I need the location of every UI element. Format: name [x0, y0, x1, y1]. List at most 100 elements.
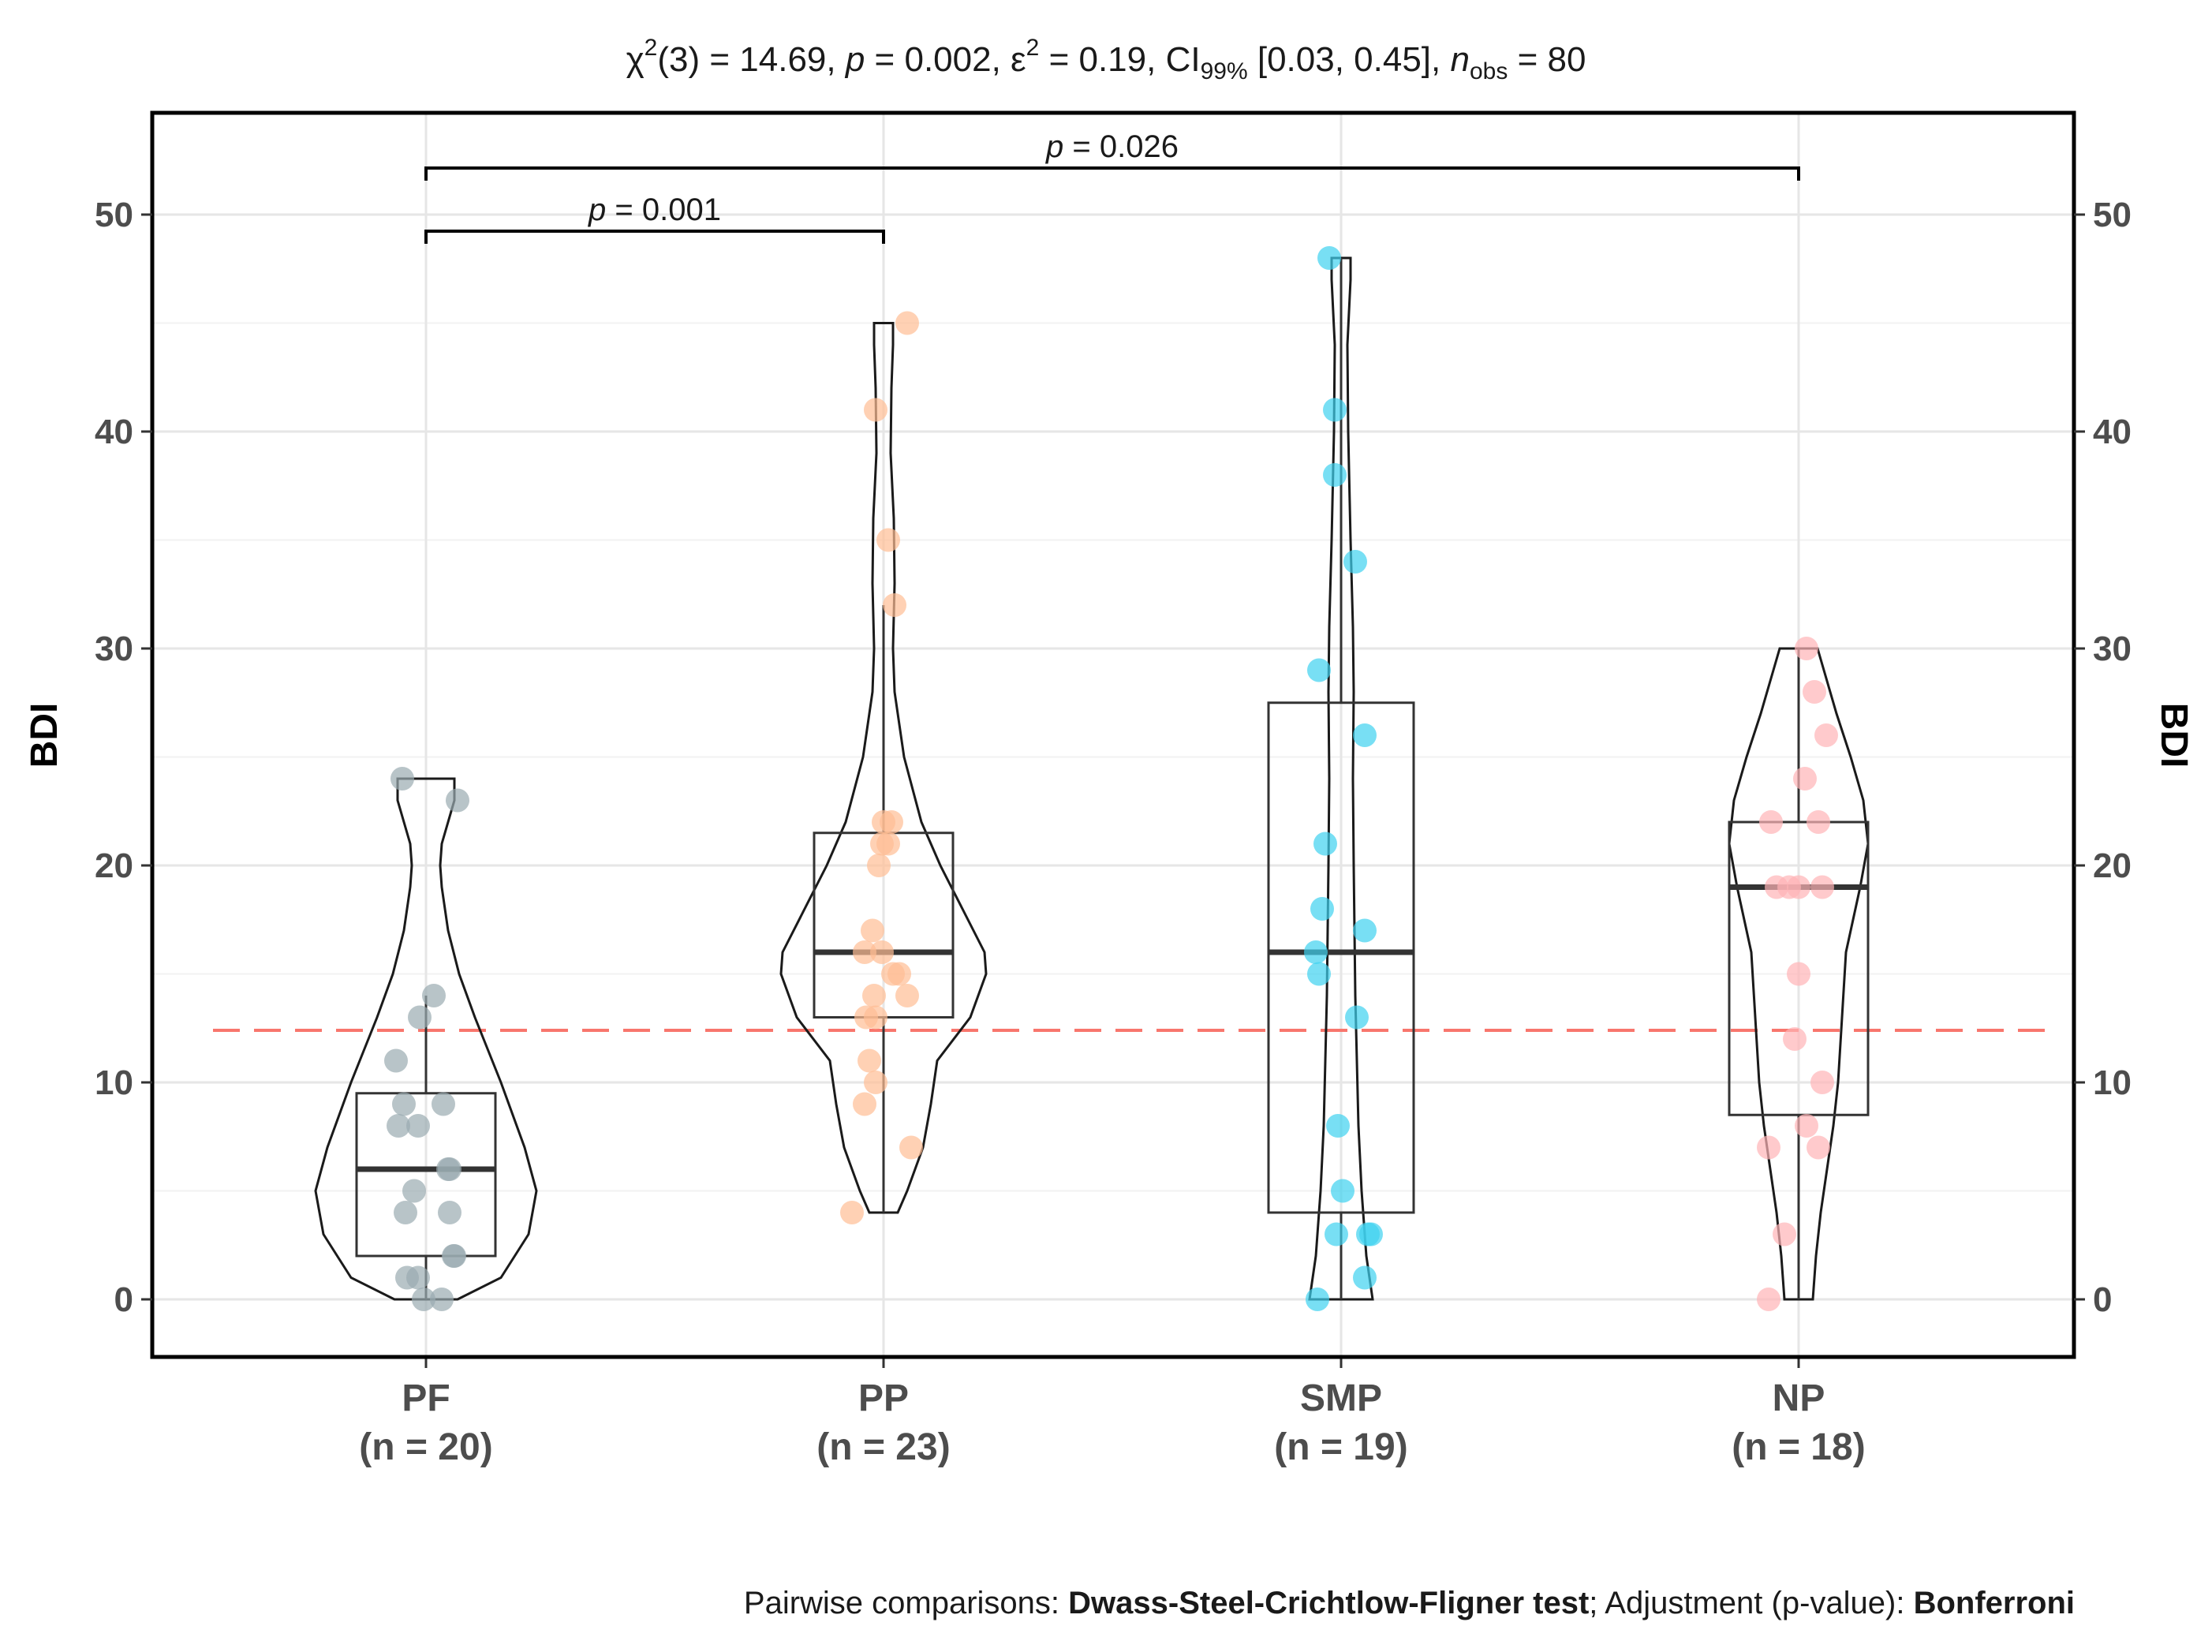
y-tick-label-right: 10	[2093, 1063, 2132, 1102]
data-point	[1331, 1179, 1354, 1203]
data-point	[402, 1179, 426, 1203]
data-point	[394, 1201, 417, 1224]
y-tick-label-right: 0	[2093, 1280, 2112, 1319]
x-tick-count: (n = 19)	[1274, 1426, 1407, 1468]
data-point	[392, 1092, 416, 1116]
axes: 0 0 10 10 20 20 30 30 40 40 50 50	[95, 196, 2132, 1319]
data-point	[443, 1244, 466, 1268]
bracket	[424, 166, 1800, 181]
data-point	[1807, 810, 1830, 834]
data-point	[432, 1092, 455, 1116]
chart-subtitle: χ2(3) = 14.69, p = 0.002, ε2 = 0.19, CI9…	[626, 35, 1586, 84]
box	[355, 1092, 497, 1258]
y-tick-label-left: 40	[95, 413, 133, 451]
comparison-label: p = 0.026	[1045, 129, 1179, 164]
data-point	[1353, 918, 1377, 943]
y-axis-title-left: BDI	[24, 703, 65, 768]
caption: Pairwise comparisons: Dwass-Steel-Cricht…	[744, 1586, 2075, 1620]
box	[1728, 820, 1870, 1116]
comparison-label: p = 0.001	[588, 192, 721, 227]
x-tick-label: PP	[858, 1377, 909, 1419]
y-tick-label-left: 0	[114, 1280, 133, 1319]
data-point	[858, 1048, 881, 1073]
data-point	[861, 918, 884, 943]
y-tick-label-left: 50	[95, 196, 133, 234]
data-point	[1795, 637, 1818, 660]
bracket	[424, 230, 885, 244]
data-point	[862, 984, 886, 1007]
violin	[1728, 647, 1870, 1301]
data-point	[1759, 810, 1783, 834]
data-point	[1310, 897, 1334, 921]
data-point	[899, 1135, 923, 1160]
data-point	[1304, 940, 1328, 964]
data-point	[1787, 962, 1810, 986]
y-tick-label-left: 30	[95, 630, 133, 668]
data-point	[853, 1092, 876, 1116]
y-tick-label-left: 10	[95, 1063, 133, 1102]
data-point	[1313, 832, 1337, 856]
data-point	[883, 593, 906, 617]
data-point	[881, 962, 905, 986]
data-point	[1307, 962, 1331, 986]
data-point	[1807, 1135, 1830, 1160]
data-point	[1356, 1222, 1380, 1246]
y-tick-label-right: 30	[2093, 630, 2132, 668]
data-point	[864, 1005, 887, 1030]
violin	[779, 322, 988, 1214]
data-point	[1773, 1222, 1796, 1246]
y-tick-label-right: 20	[2093, 847, 2132, 885]
data-point	[1345, 1005, 1369, 1030]
data-point	[436, 1157, 460, 1181]
data-point	[895, 311, 919, 335]
data-point	[406, 1114, 430, 1138]
data-point	[895, 984, 919, 1007]
data-point	[446, 788, 469, 813]
box	[1267, 701, 1415, 1214]
x-tick-count: (n = 23)	[816, 1426, 950, 1468]
data-point	[438, 1201, 461, 1224]
y-tick-label-left: 20	[95, 847, 133, 885]
data-point	[870, 940, 894, 964]
data-point	[1323, 463, 1347, 487]
data-point	[876, 528, 900, 552]
data-point	[1343, 550, 1367, 574]
data-point	[412, 1288, 435, 1311]
data-point	[1326, 1114, 1350, 1138]
data-point	[1803, 680, 1826, 704]
data-point	[880, 810, 903, 834]
data-point	[422, 984, 446, 1007]
x-tick-count: (n = 20)	[359, 1426, 492, 1468]
x-tick-label: SMP	[1300, 1377, 1382, 1419]
comparison-pf-pp: p = 0.001	[424, 192, 885, 244]
data-point	[390, 767, 414, 790]
data-point	[1814, 723, 1838, 747]
data-point	[1810, 875, 1834, 899]
data-point	[1757, 1288, 1780, 1311]
group-pp	[779, 311, 988, 1224]
data-point	[384, 1048, 408, 1073]
y-axis-title-right: BDI	[2153, 703, 2195, 768]
data-point	[1325, 1222, 1348, 1246]
data-point	[1783, 1027, 1807, 1051]
data-point	[1323, 398, 1347, 422]
data-point	[1353, 1265, 1377, 1290]
data-point	[430, 1288, 454, 1311]
data-point	[1353, 723, 1377, 747]
y-tick-label-right: 50	[2093, 196, 2132, 234]
data-point	[1307, 658, 1331, 682]
group-pf	[314, 767, 538, 1311]
data-point	[853, 940, 876, 964]
y-tick-label-right: 40	[2093, 413, 2132, 451]
data-point	[876, 832, 900, 856]
data-point	[1810, 1071, 1834, 1094]
data-point	[1793, 767, 1817, 790]
data-point	[408, 1005, 432, 1030]
data-point	[1317, 246, 1341, 270]
x-tick-label: PF	[402, 1377, 450, 1419]
data-point	[1787, 875, 1810, 899]
data-point	[1757, 1135, 1780, 1160]
x-tick-count: (n = 18)	[1732, 1426, 1865, 1468]
